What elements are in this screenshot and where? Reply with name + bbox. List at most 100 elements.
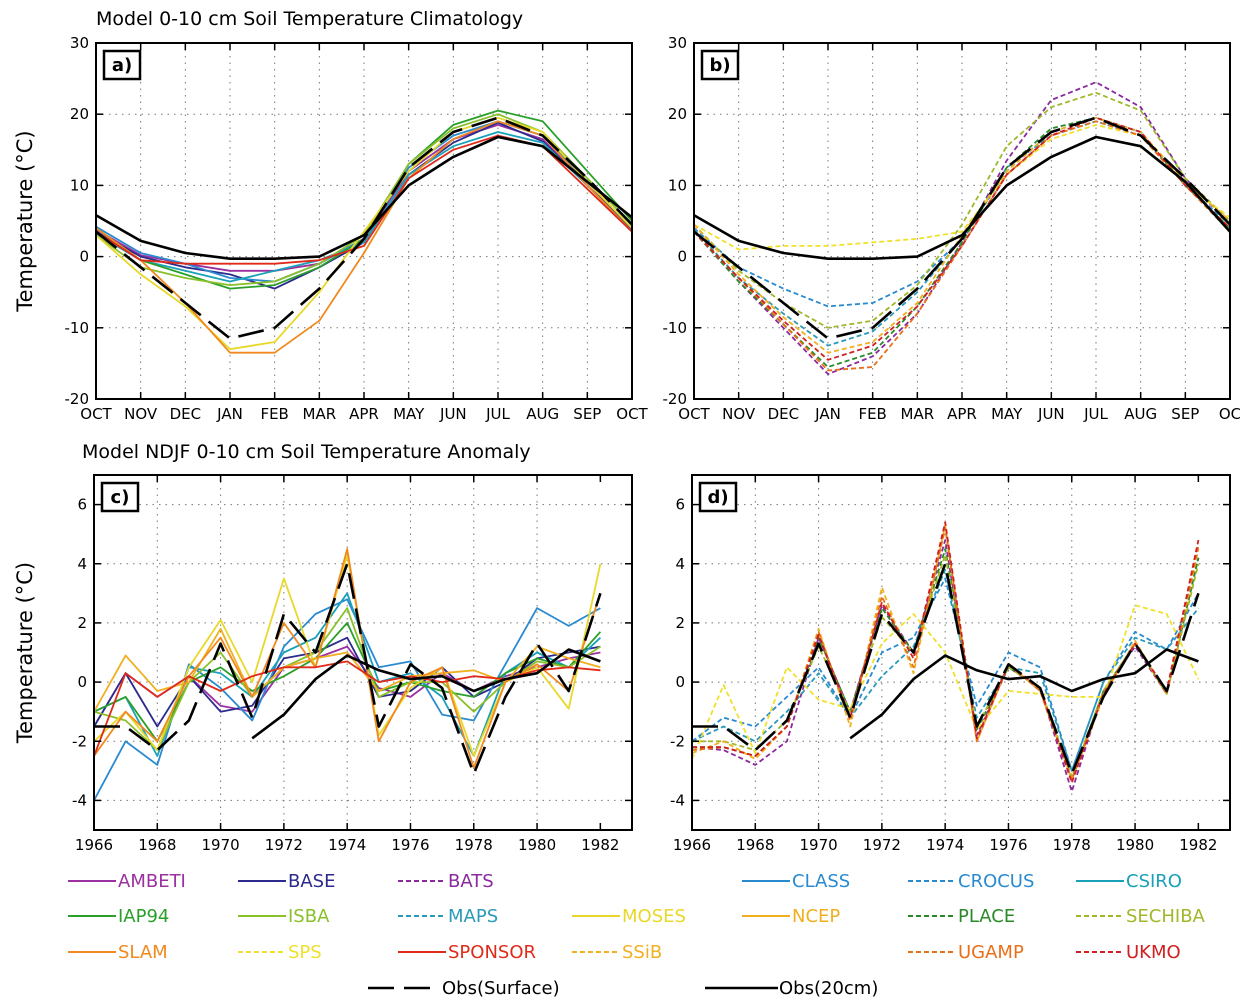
x-tick-label: SEP — [573, 405, 601, 423]
panel-label-box — [700, 49, 740, 81]
panel-1: -20 -10 0 10 20 30 OCT NOV DEC JAN FEB MAR APR MAY JUN… — [663, 34, 1240, 423]
series-line-sechiba — [692, 554, 1200, 778]
series-group — [94, 548, 602, 801]
legend-label-ukmo: UKMO — [1126, 942, 1181, 963]
x-tick-label: DEC — [768, 405, 800, 423]
legend-label-base: BASE — [288, 871, 335, 892]
series-line-bats — [694, 81, 1230, 376]
y-tick-label: 30 — [70, 34, 89, 52]
panel-0: -20 -10 0 10 20 30 OCT NOV DEC JAN FEB MAR APR MAY JUN… — [13, 34, 649, 423]
y-tick-label: -4 — [72, 791, 87, 809]
x-tick-label: 1966 — [75, 836, 113, 854]
legend-label-ambeti: AMBETI — [118, 871, 186, 892]
y-tick-label: 0 — [677, 248, 687, 266]
series-line-maps — [692, 568, 1200, 772]
x-tick-label: 1982 — [1179, 836, 1217, 854]
x-tick-label: JUL — [485, 405, 510, 423]
x-tick-label: DEC — [170, 405, 202, 423]
y-tick-label: -2 — [670, 732, 685, 750]
series-group — [96, 109, 632, 354]
y-tick-label: 20 — [70, 105, 89, 123]
legend-label-obs-20cm: Obs(20cm) — [779, 978, 878, 999]
y-tick-label: 0 — [79, 248, 89, 266]
panel-3: -4 -2 0 2 4 6 1966 1968 1970 1972 1974 1976 1978 1980… — [670, 474, 1231, 854]
legend: AMBETI BASE BATS CLASS CROCUS CSIRO IAP94 ISBA M… — [68, 871, 1206, 999]
x-tick-label: JUN — [1037, 405, 1065, 423]
legend-label-sechiba: SECHIBA — [1126, 906, 1206, 927]
x-tick-label: 1972 — [265, 836, 303, 854]
legend-label-obs-surface: Obs(Surface) — [442, 978, 560, 999]
series-line-csiro — [96, 131, 632, 283]
y-tick-label: 0 — [675, 673, 685, 691]
x-tick-label: JAN — [216, 405, 243, 423]
y-tick-label: -10 — [65, 319, 90, 337]
x-tick-label: 1970 — [201, 836, 239, 854]
panel-label-box — [102, 49, 142, 81]
y-tick-label: 10 — [70, 176, 89, 194]
y-axis-label: Temperature (°C) — [13, 130, 37, 312]
legend-label-ssib: SSiB — [622, 942, 662, 963]
title-top: Model 0-10 cm Soil Temperature Climatolo… — [96, 8, 523, 30]
x-tick-label: OCT — [80, 405, 112, 423]
y-tick-label: 30 — [668, 34, 687, 52]
x-tick-label: 1976 — [989, 836, 1027, 854]
series-line-class — [94, 598, 601, 801]
series-line-obs-20cm — [849, 648, 1199, 740]
y-tick-label: -2 — [72, 732, 87, 750]
x-tick-label: JUL — [1083, 405, 1108, 423]
panel-label-box — [100, 481, 140, 513]
plot-frame — [691, 474, 1231, 831]
legend-label-bats: BATS — [448, 871, 494, 892]
plot-frame — [93, 474, 633, 831]
x-tick-label: NOV — [722, 405, 756, 423]
x-tick-label: 1978 — [455, 836, 493, 854]
x-tick-label: AUG — [526, 405, 559, 423]
legend-label-sponsor: SPONSOR — [448, 942, 536, 963]
x-tick-label: FEB — [260, 405, 288, 423]
series-group — [692, 521, 1200, 793]
series-line-obs-20cm — [251, 648, 601, 740]
x-tick-label: 1974 — [328, 836, 366, 854]
series-line-obs-surface — [694, 116, 1230, 340]
series-line-ugamp — [694, 120, 1230, 372]
legend-label-csiro: CSIRO — [1126, 871, 1182, 892]
panel-label: c) — [111, 487, 130, 508]
legend-label-place: PLACE — [958, 906, 1015, 927]
x-tick-label: FEB — [858, 405, 886, 423]
series-line-sps — [692, 604, 1200, 760]
y-axis-label: Temperature (°C) — [13, 562, 37, 744]
x-tick-label: MAY — [991, 405, 1023, 423]
y-tick-label: 20 — [668, 105, 687, 123]
panel-label: d) — [707, 487, 728, 508]
legend-label-maps: MAPS — [448, 906, 498, 927]
legend-label-moses: MOSES — [622, 906, 686, 927]
x-tick-label: 1980 — [518, 836, 556, 854]
x-tick-label: 1968 — [736, 836, 774, 854]
panel-label-box — [698, 481, 738, 513]
series-line-obs-20cm — [96, 135, 632, 261]
x-tick-label: APR — [349, 405, 379, 423]
x-tick-label: AUG — [1124, 405, 1157, 423]
legend-label-isba: ISBA — [288, 906, 330, 927]
legend-label-sps: SPS — [288, 942, 322, 963]
y-tick-label: -4 — [670, 791, 685, 809]
x-tick-label: JUN — [439, 405, 467, 423]
x-tick-label: 1968 — [138, 836, 176, 854]
x-tick-label: 1982 — [581, 836, 619, 854]
x-tick-label: NOV — [124, 405, 158, 423]
series-line-place — [692, 548, 1200, 781]
x-tick-label: 1966 — [673, 836, 711, 854]
x-tick-label: 1974 — [926, 836, 964, 854]
panel-2: -4 -2 0 2 4 6 1966 1968 1970 1972 1974 1976 1978 1980… — [13, 474, 633, 854]
y-tick-label: 10 — [668, 176, 687, 194]
series-line-obs-20cm — [694, 135, 1230, 261]
y-tick-label: 2 — [675, 614, 685, 632]
y-tick-label: -20 — [65, 390, 90, 408]
x-tick-label: OC — [1219, 405, 1240, 423]
x-tick-label: JAN — [814, 405, 841, 423]
series-line-moses — [96, 116, 632, 351]
legend-label-iap94: IAP94 — [118, 906, 169, 927]
y-tick-label: -20 — [663, 390, 688, 408]
